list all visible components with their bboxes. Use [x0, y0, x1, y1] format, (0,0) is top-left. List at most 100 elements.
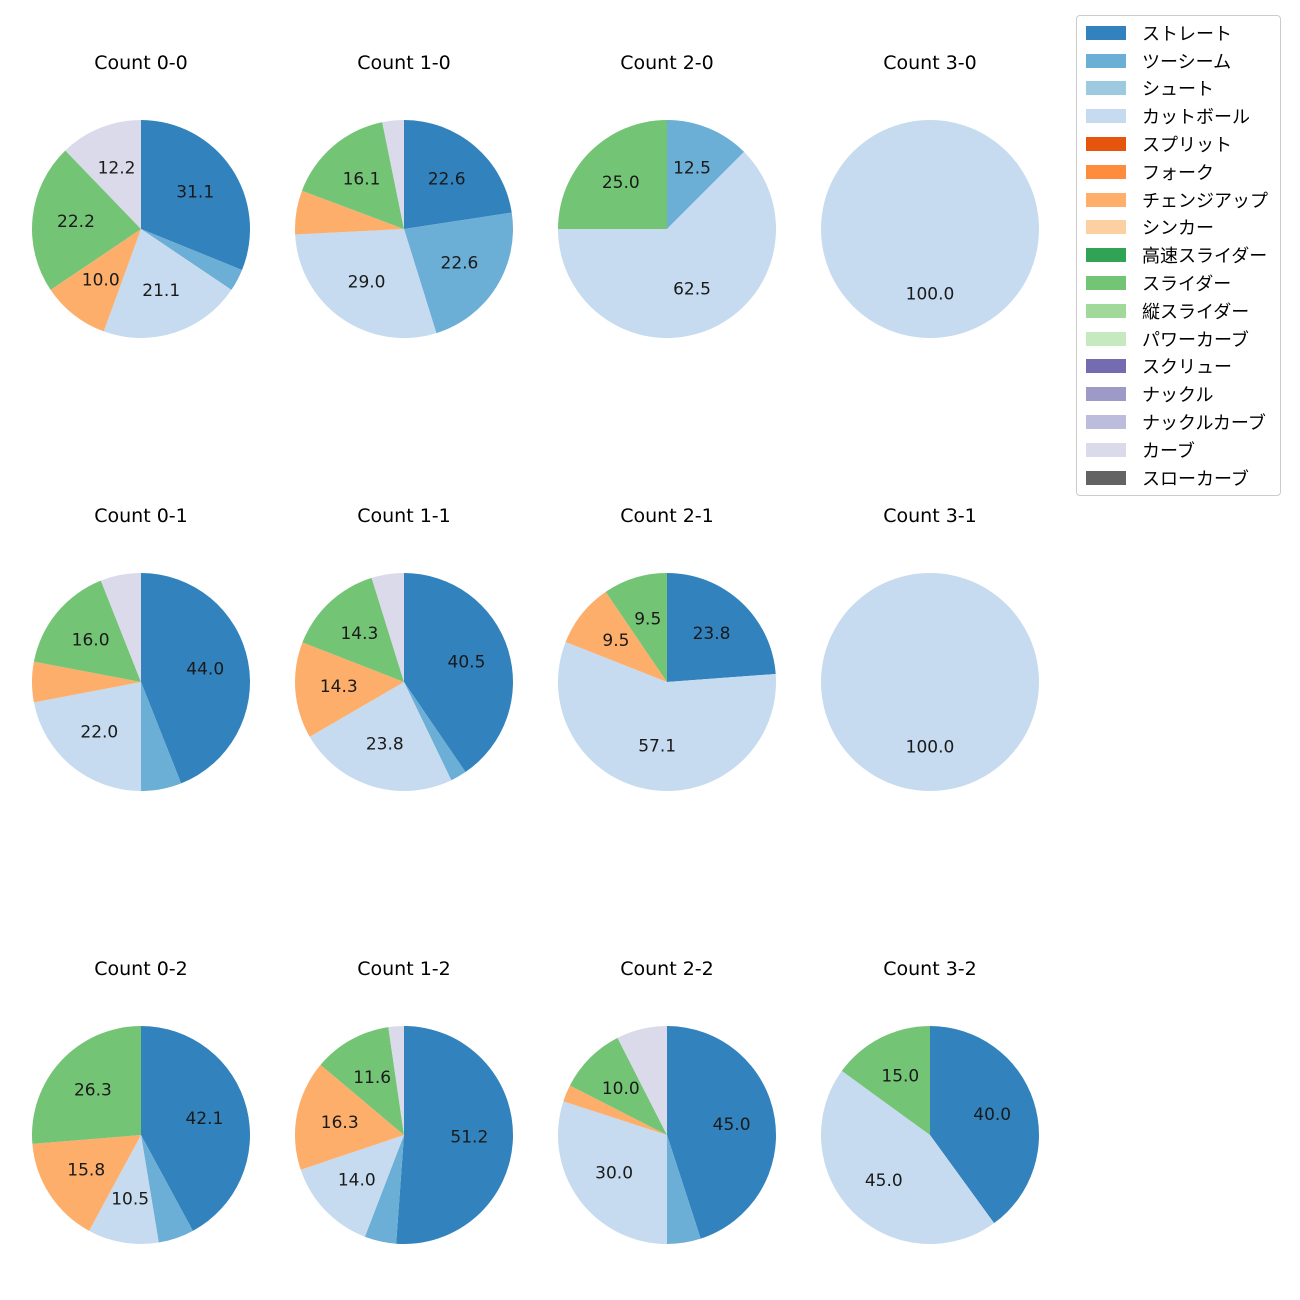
- pie-slice-label: 25.0: [602, 173, 640, 193]
- legend-item: チェンジアップ: [1077, 186, 1280, 214]
- pie-slice: [667, 120, 745, 229]
- pie-slice: [320, 1027, 404, 1135]
- pie-slice: [141, 573, 251, 784]
- pie-slice: [295, 642, 404, 737]
- pie-slice: [32, 150, 142, 290]
- legend-label: ナックル: [1142, 385, 1214, 407]
- legend-swatch: [1086, 359, 1126, 374]
- pie-count-2-1: Count 2-1 23.8 57.1 9.59.5: [558, 505, 776, 791]
- pie-slice: [404, 682, 466, 781]
- legend-swatch: [1086, 276, 1126, 291]
- pie-slice: [558, 151, 776, 338]
- pie-slice: [103, 229, 232, 338]
- pie-slice: [820, 1070, 995, 1245]
- pie-slice-label: 12.5: [673, 159, 711, 179]
- pie-count-0-1: Count 0-1 44.0 22.0 16.0: [32, 505, 251, 791]
- pie-slice-label: 14.0: [338, 1170, 376, 1190]
- pie-slice: [558, 1101, 667, 1244]
- pie-slice: [821, 573, 1039, 791]
- pie-slice: [667, 1026, 776, 1239]
- legend-label: スプリット: [1142, 135, 1232, 157]
- legend-item: カーブ: [1077, 436, 1280, 464]
- pie-slice: [605, 572, 667, 682]
- legend-label: 高速スライダー: [1142, 246, 1268, 268]
- pie-slice: [302, 577, 404, 682]
- pie-count-2-0: Count 2-0 12.5 62.5 25.0: [558, 52, 776, 338]
- legend-swatch: [1086, 331, 1126, 346]
- legend-label: チェンジアップ: [1142, 190, 1268, 212]
- pie-slice: [309, 682, 452, 791]
- pie-slice-label: 10.0: [82, 271, 120, 291]
- legend-item: フォーク: [1077, 158, 1280, 186]
- pie-title: Count 1-2: [357, 958, 451, 980]
- legend-swatch: [1086, 303, 1126, 318]
- pie-slice: [371, 573, 404, 682]
- legend-item: ストレート: [1077, 19, 1280, 47]
- pie-title: Count 1-0: [357, 52, 451, 74]
- pie-slice: [300, 1135, 404, 1237]
- pie-slice: [141, 682, 182, 791]
- pie-count-3-1: Count 3-1 100.0: [821, 505, 1039, 791]
- pie-title: Count 0-2: [94, 958, 188, 980]
- legend-label: 縦スライダー: [1142, 301, 1250, 323]
- pie-slice: [382, 120, 404, 229]
- pie-slice: [301, 122, 404, 229]
- legend-item: スライダー: [1077, 269, 1280, 297]
- legend-swatch: [1086, 415, 1126, 430]
- legend-item: カットボール: [1077, 102, 1280, 130]
- pie-slice: [617, 1026, 667, 1135]
- pie-title: Count 2-2: [620, 958, 714, 980]
- pie-count-2-2: Count 2-2 45.0 30.0 10.0: [558, 958, 776, 1244]
- pie-slice: [667, 573, 776, 682]
- pie-title: Count 2-0: [620, 52, 714, 74]
- pie-slice-label: 26.3: [74, 1081, 112, 1101]
- legend-label: スクリュー: [1142, 357, 1232, 379]
- pie-slice: [141, 229, 243, 290]
- pie-slice-label: 45.0: [865, 1171, 903, 1191]
- pie-slice-label: 31.1: [176, 182, 214, 202]
- legend-swatch: [1086, 137, 1126, 152]
- legend: ストレート ツーシーム シュート カットボール スプリット フォーク チェンジアップ シンカー…: [1076, 15, 1281, 496]
- pie-slice-label: 42.1: [185, 1109, 223, 1129]
- legend-item: ナックル: [1077, 380, 1280, 408]
- legend-swatch: [1086, 192, 1126, 207]
- pie-slice-label: 100.0: [906, 284, 955, 304]
- pie-slice-label: 16.1: [343, 169, 381, 189]
- pie-title: Count 0-0: [94, 52, 188, 74]
- pie-count-0-2: Count 0-2 42.1 10.5 15.8 26.3: [32, 958, 250, 1245]
- legend-swatch: [1086, 442, 1126, 457]
- legend-label: スライダー: [1142, 274, 1232, 296]
- legend-label: スローカーブ: [1142, 468, 1249, 490]
- pie-slice: [396, 1026, 513, 1244]
- legend-item: シンカー: [1077, 214, 1280, 242]
- pie-slice-label: 16.3: [321, 1113, 359, 1133]
- pie-slice: [569, 1037, 667, 1135]
- legend-item: 高速スライダー: [1077, 241, 1280, 269]
- legend-item: スプリット: [1077, 130, 1280, 158]
- pie-title: Count 1-1: [357, 505, 451, 527]
- pie-slice: [32, 1135, 141, 1231]
- pie-slice-label: 10.0: [602, 1079, 640, 1099]
- pie-count-1-0: Count 1-0 22.6 22.6 29.0 16.1: [294, 52, 513, 338]
- pie-slice: [930, 1026, 1039, 1224]
- pie-title: Count 3-0: [883, 52, 977, 74]
- pie-slice: [100, 573, 141, 682]
- pie-slice: [295, 229, 437, 338]
- legend-swatch: [1086, 387, 1126, 402]
- pie-count-1-2: Count 1-2 51.2 14.0 16.3 11.6: [294, 958, 513, 1244]
- pie-slice: [558, 641, 776, 791]
- pie-slice-label: 40.5: [448, 653, 486, 673]
- pie-slice: [32, 661, 142, 703]
- pie-slice-label: 15.8: [67, 1161, 105, 1181]
- pie-slice-label: 16.0: [72, 630, 110, 650]
- legend-label: カットボール: [1142, 107, 1250, 129]
- pie-slice-label: 9.5: [634, 609, 661, 629]
- pie-slice-label: 10.5: [111, 1189, 149, 1209]
- pie-slice-label: 44.0: [186, 660, 224, 680]
- pie-slice: [32, 1026, 142, 1144]
- pie-count-0-0: Count 0-0 31.1 21.1 10.0 22.2 12.2: [32, 52, 250, 338]
- pie-slice: [89, 1135, 159, 1245]
- legend-swatch: [1086, 53, 1126, 68]
- pie-slice-label: 30.0: [595, 1163, 633, 1183]
- legend-item: スクリュー: [1077, 353, 1280, 381]
